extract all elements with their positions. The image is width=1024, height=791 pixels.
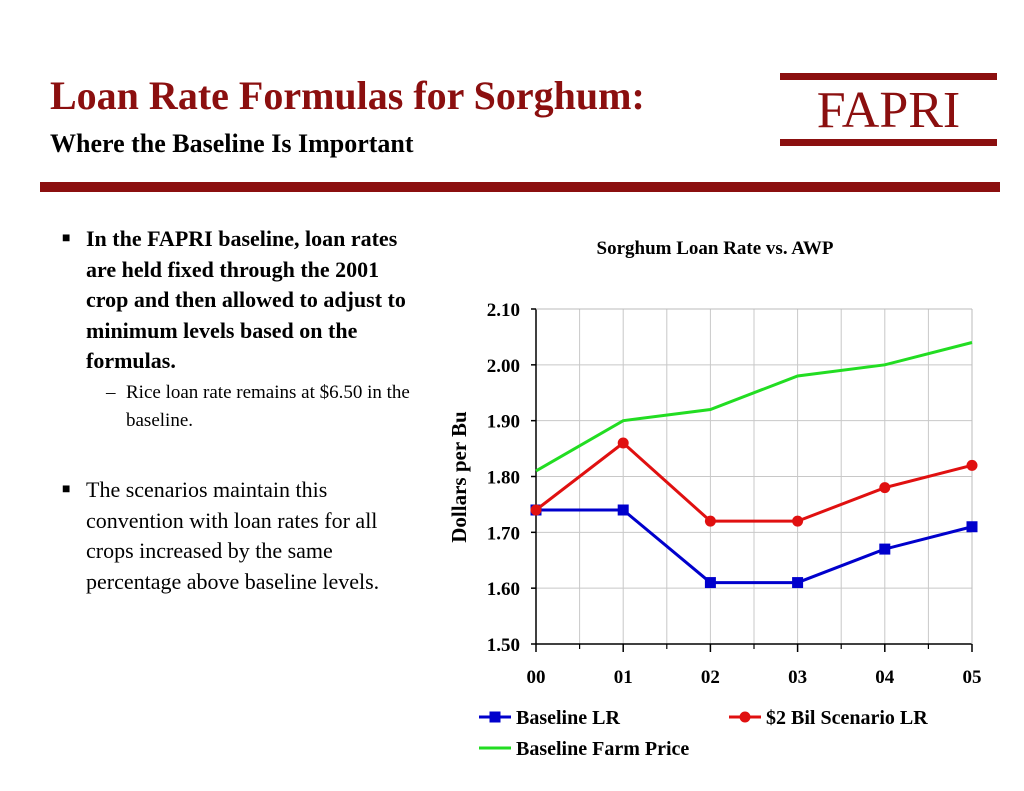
data-point-circle [530, 504, 542, 516]
x-tick-label: 02 [701, 667, 720, 688]
series-line [536, 508, 973, 585]
y-tick-label: 1.60 [487, 579, 520, 600]
logo-bottom-bar [780, 139, 997, 146]
y-tick-label: 2.00 [487, 356, 520, 377]
x-tick-label: 03 [788, 667, 807, 688]
data-point-square [879, 543, 891, 555]
x-tick-label: 00 [527, 667, 546, 688]
y-tick-label: 1.90 [487, 412, 520, 433]
data-point-circle [617, 437, 629, 449]
y-tick-label: 1.70 [487, 523, 520, 544]
square-bullet-icon: ■ [62, 481, 71, 497]
bullet-item: ■ The scenarios maintain this convention… [60, 475, 420, 597]
dash-bullet-icon: – [106, 381, 116, 403]
legend-label: Baseline LR [516, 707, 620, 729]
series-line [535, 441, 973, 523]
bullet-text: In the FAPRI baseline, loan rates are he… [86, 226, 406, 374]
data-point-square [792, 577, 804, 589]
legend-marker-circle [739, 711, 751, 723]
x-tick-label: 04 [875, 667, 895, 688]
bullet-item: ■ In the FAPRI baseline, loan rates are … [60, 224, 420, 377]
page-subtitle: Where the Baseline Is Important [50, 129, 414, 158]
sub-bullet-text: Rice loan rate remains at $6.50 in the b… [126, 381, 410, 431]
legend-label: $2 Bil Scenario LR [766, 707, 928, 729]
data-point-circle [704, 515, 716, 527]
logo-wordmark: FAPRI [816, 82, 961, 139]
data-point-circle [792, 515, 804, 527]
x-tick-label: 05 [963, 667, 982, 688]
chart-title: Sorghum Loan Rate vs. AWP [596, 238, 834, 259]
data-point-square [617, 504, 629, 516]
logo-top-bar [780, 73, 997, 80]
page-title: Loan Rate Formulas for Sorghum: [50, 73, 645, 118]
series-line [535, 341, 973, 473]
square-bullet-icon: ■ [62, 231, 71, 246]
data-point-square [704, 577, 716, 589]
sub-bullet-item: – Rice loan rate remains at $6.50 in the… [60, 379, 420, 435]
data-point-circle [879, 482, 891, 494]
bullet-list: ■ In the FAPRI baseline, loan rates are … [60, 224, 420, 597]
y-tick-label: 2.10 [487, 300, 520, 321]
y-tick-label: 1.50 [487, 635, 520, 656]
header-divider [40, 182, 1000, 192]
fapri-logo: FAPRI [780, 73, 997, 146]
bullet-text: The scenarios maintain this convention w… [86, 476, 380, 594]
y-axis-label: Dollars per Bu [447, 411, 471, 543]
data-point-circle [966, 459, 978, 471]
legend-marker-square [489, 711, 501, 723]
data-point-square [966, 521, 978, 533]
legend-label: Baseline Farm Price [516, 738, 689, 760]
x-tick-label: 01 [614, 667, 633, 688]
y-tick-label: 1.80 [487, 468, 520, 489]
